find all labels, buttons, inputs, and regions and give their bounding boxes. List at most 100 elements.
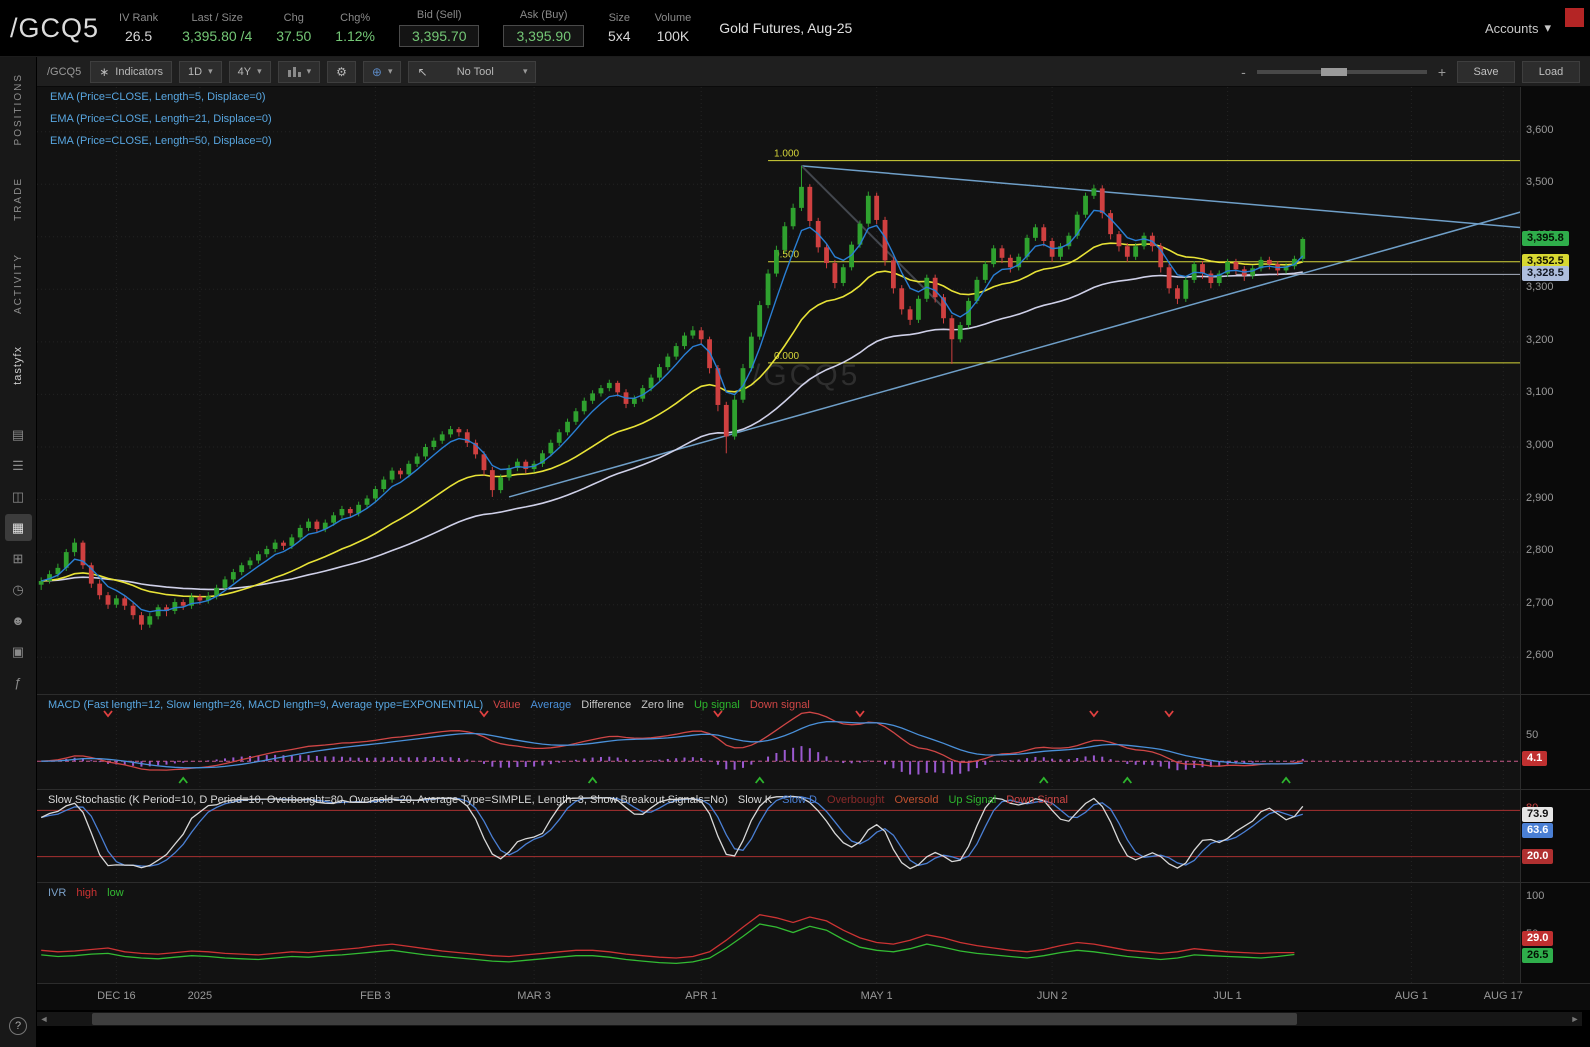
pane-separator[interactable] (37, 882, 1590, 883)
field-label: Bid (Sell) (416, 9, 462, 21)
time-axis-label: JUL 1 (1213, 990, 1242, 1002)
chevron-down-icon: ▾ (1544, 20, 1551, 35)
range-dropdown[interactable]: 4Y ▾ (228, 60, 271, 83)
legend-item: low (107, 887, 124, 899)
indicators-button[interactable]: ∗ Indicators (90, 60, 172, 83)
chevron-down-icon: ▾ (208, 66, 213, 76)
chevron-down-icon: ▾ (522, 66, 528, 76)
clock-icon[interactable]: ◷ (12, 581, 24, 597)
fib-level-label[interactable]: 1.000 (774, 149, 799, 160)
ema-legend-row[interactable]: EMA (Price=CLOSE, Length=50, Displace=0) (50, 135, 272, 147)
legend-item: Down Signal (1006, 794, 1068, 806)
time-axis-label: MAR 3 (517, 990, 551, 1002)
chevron-down-icon: ▾ (257, 66, 262, 76)
chart-settings-button[interactable]: ⚙ (327, 60, 356, 83)
field-label: Chg (283, 12, 304, 24)
sidebar-tab-activity[interactable]: ACTIVITY (12, 253, 24, 315)
time-axis-label: 2025 (187, 990, 213, 1002)
time-axis-label: MAY 1 (860, 990, 893, 1002)
scroll-right-button[interactable]: ► (1570, 1014, 1580, 1024)
price-axis-label: 2,800 (1526, 544, 1554, 557)
legend-item: Value (493, 699, 521, 711)
pane-separator[interactable] (37, 789, 1590, 790)
macd-pane[interactable] (37, 694, 1520, 789)
time-axis-label: APR 1 (685, 990, 718, 1002)
scroll-left-button[interactable]: ◄ (39, 1014, 49, 1024)
load-button[interactable]: Load (1522, 60, 1580, 83)
horizontal-scrollbar[interactable]: ◄ ► (37, 1012, 1582, 1026)
last-price-bubble: 3,395.8 (1522, 230, 1569, 246)
save-button[interactable]: Save (1457, 60, 1515, 83)
fib-level-label[interactable]: 0.500 (774, 250, 799, 261)
pane-separator[interactable] (37, 694, 1590, 695)
field-value: 5x4 (607, 28, 631, 44)
scrollbar-thumb[interactable] (92, 1013, 1297, 1025)
chevron-down-icon: ▾ (387, 66, 393, 76)
watermark: /GCQ5 (752, 359, 860, 392)
time-axis[interactable]: DEC 16 2025 FEB 3 MAR 3 APR 1 MAY 1 JUN 2 JUL 1… (37, 983, 1590, 1010)
zoom-slider[interactable] (1256, 67, 1427, 76)
price-axis-column[interactable]: 3,6003,5003,4003,3003,2003,1003,0002,900… (1520, 57, 1590, 1008)
zoom-out-button[interactable]: - (1241, 63, 1246, 80)
time-axis-label: FEB 3 (360, 990, 391, 1002)
sidebar-tab-positions[interactable]: POSITIONS (12, 73, 24, 146)
drawing-tool-dropdown[interactable]: ↖ No Tool ▾ (408, 60, 537, 83)
field-label: Volume (654, 12, 692, 24)
down-signal-arrow (103, 710, 113, 718)
legend-item: Slow D (782, 794, 817, 806)
sidebar-tab-tastyfx[interactable]: tastyfx (12, 346, 24, 386)
up-signal-arrow (1122, 776, 1133, 784)
field-value: 3,395.80 /4 (182, 28, 253, 44)
ema-legend-row[interactable]: EMA (Price=CLOSE, Length=21, Displace=0) (50, 113, 272, 125)
chart-background (37, 87, 1520, 983)
ivr-pane[interactable] (37, 882, 1520, 983)
up-signal-arrow (587, 776, 598, 784)
study-legend[interactable]: MACD (Fast length=12, Slow length=26, MA… (48, 699, 810, 711)
small-chart-icon[interactable]: ◫ (11, 488, 25, 504)
active-chart-icon[interactable]: ▦ (4, 514, 32, 542)
up-signal-arrow (1281, 776, 1291, 784)
accounts-dropdown[interactable]: Accounts ▾ (1485, 20, 1551, 36)
field-label: Size (608, 12, 630, 24)
legend-item: Up Signal (948, 794, 997, 806)
main-chart-pane[interactable]: /GCQ5 1.000 0.500 0.000 (37, 87, 1520, 694)
fib-level-label[interactable]: 0.000 (774, 351, 799, 362)
study-legend[interactable]: IVR high low (48, 887, 124, 899)
field-value: 3,395.70 (398, 25, 480, 47)
zoom-slider-thumb[interactable] (1321, 67, 1348, 76)
chart-symbol-label: /GCQ5 (47, 65, 82, 78)
notes-icon[interactable]: ▤ (11, 426, 25, 442)
grid-tiles-icon[interactable]: ⊞ (12, 550, 24, 566)
study-legend-title: MACD (Fast length=12, Slow length=26, MA… (48, 699, 484, 711)
price-axis-label: 3,600 (1526, 123, 1554, 136)
study-legend[interactable]: Slow Stochastic (K Period=10, D Period=1… (48, 794, 1068, 806)
fx-icon[interactable]: ƒ (14, 675, 22, 691)
ema-legend-row[interactable]: EMA (Price=CLOSE, Length=5, Displace=0) (50, 91, 266, 103)
sidebar-tab-trade[interactable]: TRADE (12, 177, 24, 222)
time-axis-label: AUG 17 (1483, 990, 1523, 1002)
people-icon[interactable]: ☻ (11, 613, 25, 629)
quote-header: /GCQ5 IV Rank 26.5 Last / Size 3,395.80 /4 C… (0, 0, 1590, 57)
chart-style-dropdown[interactable]: ▾ (277, 60, 321, 83)
field-label: Ask (Buy) (519, 9, 568, 21)
field-value: 100K (656, 28, 690, 44)
chart-layout-dropdown[interactable]: ⊕ ▾ (362, 60, 402, 83)
zoom-in-button[interactable]: + (1437, 63, 1446, 80)
left-sidebar: POSITIONS TRADE ACTIVITY tastyfx ▤ ☰ ◫ ▦ ⊞ ◷ ☻ ▣ ƒ? (0, 57, 37, 1047)
timeframe-dropdown[interactable]: 1D ▾ (179, 60, 222, 83)
stochastic-pane[interactable] (37, 789, 1520, 882)
help-icon[interactable]: ? (9, 1017, 27, 1035)
sidebar-icons: ▤ ☰ ◫ ▦ ⊞ ◷ ☻ ▣ ƒ (4, 419, 32, 698)
macd-value-bubble: 4.1 (1522, 751, 1548, 767)
field-label: Last / Size (191, 12, 243, 24)
time-axis-label: JUN 2 (1036, 990, 1068, 1002)
calendar-icon[interactable]: ▣ (11, 643, 25, 659)
connection-status-indicator[interactable] (1565, 8, 1584, 27)
axis-separator (1520, 87, 1521, 983)
watchlist-icon[interactable]: ☰ (12, 457, 24, 473)
time-axis-label: DEC 16 (97, 990, 136, 1002)
symbol-label[interactable]: /GCQ5 (10, 12, 100, 43)
price-axis-label: 2,900 (1526, 491, 1554, 504)
up-signal-arrow (754, 776, 765, 784)
down-signal-arrow (1164, 710, 1174, 718)
